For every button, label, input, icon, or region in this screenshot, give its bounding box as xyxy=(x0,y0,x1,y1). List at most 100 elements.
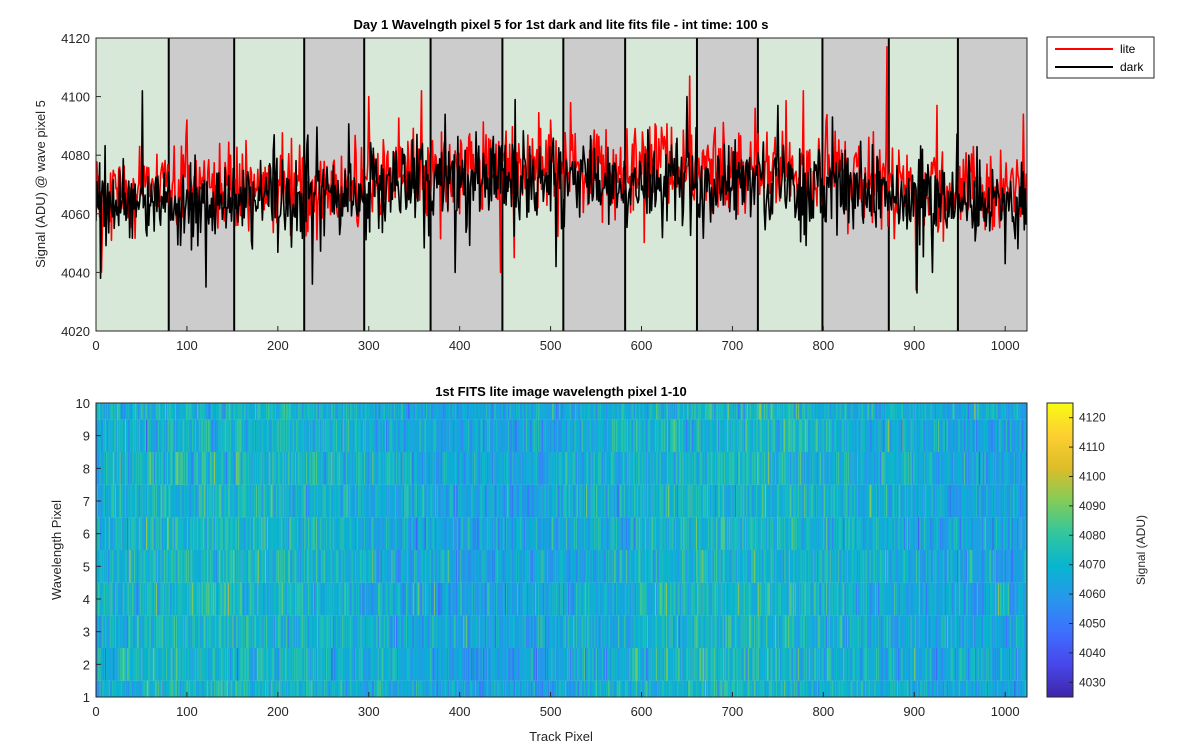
heatmap-cell xyxy=(660,648,662,681)
heatmap-cell xyxy=(220,550,222,583)
heatmap-cell xyxy=(406,615,409,648)
heatmap-cell xyxy=(686,615,689,648)
heatmap-cell xyxy=(368,648,371,681)
heatmap-cell xyxy=(381,615,383,648)
heatmap-cell xyxy=(715,680,717,697)
heatmap-cell xyxy=(1012,680,1014,697)
heatmap-cell xyxy=(934,615,936,648)
heatmap-cell xyxy=(608,648,611,681)
heatmap-cell xyxy=(381,648,383,681)
heatmap-cell xyxy=(542,680,544,697)
heatmap-cell xyxy=(396,680,399,697)
heatmap-cell xyxy=(251,582,253,616)
heatmap-cell xyxy=(817,582,820,616)
heatmap-cell xyxy=(479,615,481,648)
heatmap-cell xyxy=(730,680,732,697)
heatmap-cell xyxy=(683,582,685,616)
heatmap-cell xyxy=(971,648,973,681)
heatmap-cell xyxy=(618,615,621,648)
heatmap-cell xyxy=(807,582,810,616)
heatmap-cell xyxy=(742,582,744,616)
heatmap-cell xyxy=(726,615,728,648)
heatmap-cell xyxy=(166,582,169,616)
heatmap-cell xyxy=(254,582,256,616)
heatmap-cell xyxy=(616,680,619,697)
heatmap-cell xyxy=(596,680,599,697)
heatmap-cell xyxy=(242,648,244,681)
heatmap-cell xyxy=(455,582,457,616)
heatmap-cell xyxy=(587,615,590,648)
heatmap-cell xyxy=(803,615,805,648)
heatmap-cell xyxy=(414,648,416,681)
heatmap-cell xyxy=(161,550,163,583)
heatmap-cell xyxy=(616,615,618,648)
heatmap-cell xyxy=(249,615,251,648)
heatmap-cell xyxy=(877,648,880,681)
heatmap-cell xyxy=(599,680,601,697)
heatmap-cell xyxy=(616,648,618,681)
heatmap-cell xyxy=(306,582,308,616)
heatmap-cell xyxy=(796,615,798,648)
heatmap-cell xyxy=(920,680,922,697)
heatmap-cell xyxy=(221,550,223,583)
heatmap-cell xyxy=(591,680,593,697)
heatmap-cell xyxy=(938,680,941,697)
heatmap-cell xyxy=(555,680,557,697)
heatmap-cell xyxy=(410,582,412,616)
heatmap-cell xyxy=(182,550,184,583)
heatmap-cell xyxy=(250,550,252,583)
heatmap-cell xyxy=(403,550,405,583)
heatmap-cell xyxy=(952,582,954,616)
heatmap-cell xyxy=(890,582,892,616)
heatmap-cell xyxy=(565,582,567,616)
heatmap-cell xyxy=(465,680,467,697)
heatmap-cell xyxy=(844,550,846,583)
heatmap-cell xyxy=(497,680,500,697)
heatmap-cell xyxy=(648,582,651,616)
heatmap-cell xyxy=(258,582,261,616)
heatmap-cell xyxy=(342,680,344,697)
heatmap-cell xyxy=(528,582,531,616)
heatmap-cell xyxy=(287,680,290,697)
heatmap-cell xyxy=(875,615,877,648)
heatmap-cell xyxy=(797,582,800,616)
heatmap-cell xyxy=(144,615,146,648)
heatmap-cell xyxy=(110,648,112,681)
heatmap-cell xyxy=(976,680,978,697)
heatmap-cell xyxy=(623,550,625,583)
heatmap-cell xyxy=(418,582,421,616)
heatmap-cell xyxy=(385,550,387,583)
heatmap-cell xyxy=(312,648,314,681)
heatmap-cell xyxy=(945,680,947,697)
heatmap-cell xyxy=(855,582,857,616)
heatmap-cell xyxy=(306,680,308,697)
heatmap-cell xyxy=(250,648,252,681)
heatmap-cell xyxy=(1013,615,1015,648)
heatmap-cell xyxy=(850,582,852,616)
heatmap-cell xyxy=(405,550,407,583)
heatmap-cell xyxy=(871,582,873,616)
heatmap-cell xyxy=(732,648,734,681)
heatmap-cell xyxy=(921,615,923,648)
heatmap-cell xyxy=(203,680,205,697)
heatmap-cell xyxy=(741,582,743,616)
heatmap-cell xyxy=(1011,615,1013,648)
heatmap-cell xyxy=(838,615,841,648)
heatmap-cell xyxy=(243,550,245,583)
heatmap-cell xyxy=(413,680,415,697)
heatmap-cell xyxy=(510,680,512,697)
heatmap-cell xyxy=(607,582,610,616)
heatmap-cell xyxy=(121,648,123,681)
heatmap-cell xyxy=(706,550,709,583)
heatmap-cell xyxy=(517,615,520,648)
heatmap-cell xyxy=(993,582,995,616)
heatmap-cell xyxy=(946,615,949,648)
heatmap-cell xyxy=(163,615,165,648)
heatmap-cell xyxy=(375,648,377,681)
heatmap-cell xyxy=(196,582,199,616)
heatmap-cell xyxy=(715,615,717,648)
heatmap-cell xyxy=(722,615,724,648)
heatmap-cell xyxy=(229,648,231,681)
heatmap-cell xyxy=(226,582,229,616)
heatmap-cell xyxy=(817,648,820,681)
